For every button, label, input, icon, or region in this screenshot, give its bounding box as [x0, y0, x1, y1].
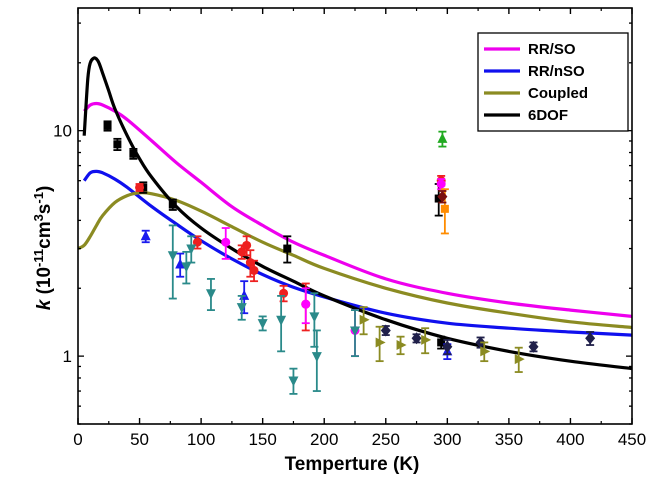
x-tick-label: 50: [130, 430, 149, 449]
data-point: [249, 265, 259, 275]
data-point: [434, 194, 443, 203]
y-tick-label: 10: [53, 122, 72, 141]
data-point: [140, 230, 151, 241]
data-point: [276, 315, 287, 326]
x-tick-label: 150: [248, 430, 276, 449]
series-line-coupled: [78, 191, 632, 330]
data-point: [437, 132, 448, 143]
data-point: [437, 190, 448, 203]
data-point: [288, 376, 299, 387]
x-axis-title: Temperture (K): [285, 454, 420, 475]
legend-label: RR/SO: [528, 41, 576, 58]
axes: 0 50 100 150 200 250 300 350 400 450 1 10: [53, 7, 646, 449]
data-point: [309, 312, 320, 323]
data-point: [437, 338, 446, 347]
data-point: [242, 240, 252, 250]
data-point: [514, 354, 525, 365]
data-point: [135, 182, 145, 192]
series-line-6dof: [82, 56, 632, 371]
series-line-rr-so: [83, 101, 632, 318]
data-point: [192, 237, 202, 247]
data-point: [436, 179, 446, 189]
data-point: [585, 332, 596, 345]
data-point: [129, 149, 138, 158]
y-tick-label: 1: [63, 347, 72, 366]
x-tick-label: 450: [618, 430, 646, 449]
legend: RR/SO RR/nSO Coupled 6DOF: [477, 32, 629, 132]
x-tick-label: 100: [187, 430, 215, 449]
data-point: [375, 337, 386, 348]
data-point: [239, 289, 250, 300]
data-point: [528, 340, 539, 353]
y-axis-title-mid: cm: [34, 221, 55, 248]
x-tick-label: 200: [310, 430, 338, 449]
y-axis-title: k (10-11cm3s-1): [31, 186, 56, 311]
y-axis-title-k: k: [34, 298, 55, 310]
data-point: [359, 314, 370, 325]
y-axis-title-exp2: 3: [31, 214, 46, 221]
data-point: [168, 200, 177, 209]
experimental-points: [103, 120, 596, 395]
x-tick-label: 300: [433, 430, 461, 449]
data-point: [301, 299, 311, 309]
data-point: [257, 319, 268, 330]
data-point: [205, 289, 216, 300]
data-point: [283, 244, 292, 253]
x-tick-label: 350: [495, 430, 523, 449]
y-axis-title-close: ): [34, 186, 55, 192]
data-point: [103, 121, 112, 130]
data-point: [442, 340, 453, 353]
data-point: [167, 251, 178, 262]
y-axis-title-s: s: [34, 204, 55, 215]
data-point: [411, 332, 422, 345]
data-point: [480, 346, 491, 357]
series-line-rr-nso: [82, 169, 632, 337]
y-axis-title-open: (10: [34, 267, 55, 300]
y-axis-title-exp1: -11: [31, 249, 46, 267]
y-axis-title-exp3: -1: [31, 192, 46, 204]
data-point: [186, 244, 197, 255]
data-point: [175, 258, 186, 269]
x-tick-label: 400: [556, 430, 584, 449]
series-lines: [78, 56, 632, 371]
data-point: [396, 340, 407, 351]
data-point: [440, 204, 449, 213]
legend-label: 6DOF: [528, 107, 568, 124]
data-point: [113, 140, 122, 149]
legend-label: Coupled: [528, 85, 588, 102]
legend-label: RR/nSO: [528, 63, 585, 80]
data-point: [421, 334, 432, 345]
data-point: [311, 352, 322, 363]
data-point: [236, 303, 247, 314]
data-point: [221, 237, 231, 247]
x-tick-label: 0: [73, 430, 82, 449]
data-point: [181, 262, 192, 273]
data-point: [350, 326, 360, 337]
x-tick-label: 250: [372, 430, 400, 449]
data-point: [237, 247, 247, 257]
